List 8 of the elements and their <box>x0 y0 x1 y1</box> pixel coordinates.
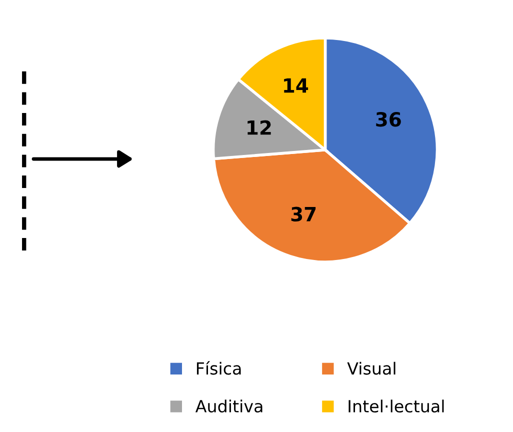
legend-label: Intel·lectual <box>348 400 444 413</box>
legend-label: Auditiva <box>195 400 262 413</box>
data-label: 36 <box>376 112 401 127</box>
legend-label: Física <box>196 361 241 375</box>
data-label: 14 <box>284 78 308 93</box>
legend-label: Visual <box>347 362 396 375</box>
data-label: 12 <box>248 120 271 135</box>
data-label: 37 <box>291 206 316 222</box>
